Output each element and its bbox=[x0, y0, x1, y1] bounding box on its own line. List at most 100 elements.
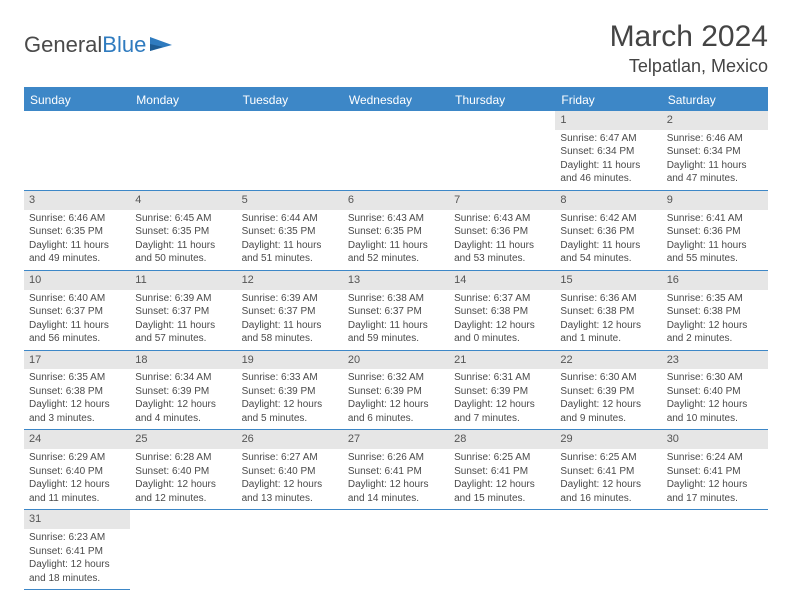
day-details: Sunrise: 6:44 AMSunset: 6:35 PMDaylight:… bbox=[237, 210, 343, 270]
calendar-day: 1Sunrise: 6:47 AMSunset: 6:34 PMDaylight… bbox=[555, 111, 661, 190]
calendar-day: 2Sunrise: 6:46 AMSunset: 6:34 PMDaylight… bbox=[662, 111, 768, 190]
sunset-line: Sunset: 6:40 PM bbox=[29, 465, 125, 479]
daylight-line: Daylight: 12 hours and 3 minutes. bbox=[29, 398, 125, 425]
daylight-line: Daylight: 11 hours and 50 minutes. bbox=[135, 239, 231, 266]
day-details: Sunrise: 6:30 AMSunset: 6:40 PMDaylight:… bbox=[662, 369, 768, 429]
calendar-day: 28Sunrise: 6:25 AMSunset: 6:41 PMDayligh… bbox=[449, 430, 555, 510]
calendar-day: 10Sunrise: 6:40 AMSunset: 6:37 PMDayligh… bbox=[24, 270, 130, 350]
daylight-line: Daylight: 12 hours and 1 minute. bbox=[560, 319, 656, 346]
calendar-day: 23Sunrise: 6:30 AMSunset: 6:40 PMDayligh… bbox=[662, 350, 768, 430]
sunset-line: Sunset: 6:41 PM bbox=[29, 545, 125, 559]
day-details: Sunrise: 6:30 AMSunset: 6:39 PMDaylight:… bbox=[555, 369, 661, 429]
day-number: 29 bbox=[555, 430, 661, 449]
sunset-line: Sunset: 6:37 PM bbox=[242, 305, 338, 319]
day-number: 30 bbox=[662, 430, 768, 449]
title-block: March 2024 Telpatlan, Mexico bbox=[610, 20, 768, 77]
day-number: 3 bbox=[24, 191, 130, 210]
day-number: 9 bbox=[662, 191, 768, 210]
sunset-line: Sunset: 6:40 PM bbox=[242, 465, 338, 479]
weekday-header: Monday bbox=[130, 88, 236, 111]
day-details: Sunrise: 6:45 AMSunset: 6:35 PMDaylight:… bbox=[130, 210, 236, 270]
sunrise-line: Sunrise: 6:25 AM bbox=[560, 451, 656, 465]
calendar-day: 13Sunrise: 6:38 AMSunset: 6:37 PMDayligh… bbox=[343, 270, 449, 350]
day-details: Sunrise: 6:41 AMSunset: 6:36 PMDaylight:… bbox=[662, 210, 768, 270]
day-number: 23 bbox=[662, 351, 768, 370]
daylight-line: Daylight: 12 hours and 15 minutes. bbox=[454, 478, 550, 505]
daylight-line: Daylight: 12 hours and 17 minutes. bbox=[667, 478, 763, 505]
daylight-line: Daylight: 12 hours and 9 minutes. bbox=[560, 398, 656, 425]
sunset-line: Sunset: 6:39 PM bbox=[560, 385, 656, 399]
sunset-line: Sunset: 6:37 PM bbox=[29, 305, 125, 319]
daylight-line: Daylight: 11 hours and 49 minutes. bbox=[29, 239, 125, 266]
day-number: 7 bbox=[449, 191, 555, 210]
calendar-day: 5Sunrise: 6:44 AMSunset: 6:35 PMDaylight… bbox=[237, 190, 343, 270]
day-details: Sunrise: 6:46 AMSunset: 6:34 PMDaylight:… bbox=[662, 130, 768, 190]
day-number: 17 bbox=[24, 351, 130, 370]
day-details: Sunrise: 6:43 AMSunset: 6:36 PMDaylight:… bbox=[449, 210, 555, 270]
day-details: Sunrise: 6:37 AMSunset: 6:38 PMDaylight:… bbox=[449, 290, 555, 350]
day-number: 24 bbox=[24, 430, 130, 449]
calendar-day: 16Sunrise: 6:35 AMSunset: 6:38 PMDayligh… bbox=[662, 270, 768, 350]
day-details: Sunrise: 6:35 AMSunset: 6:38 PMDaylight:… bbox=[662, 290, 768, 350]
sunrise-line: Sunrise: 6:27 AM bbox=[242, 451, 338, 465]
calendar-day-empty bbox=[237, 111, 343, 190]
daylight-line: Daylight: 12 hours and 4 minutes. bbox=[135, 398, 231, 425]
day-details: Sunrise: 6:39 AMSunset: 6:37 PMDaylight:… bbox=[130, 290, 236, 350]
day-details: Sunrise: 6:46 AMSunset: 6:35 PMDaylight:… bbox=[24, 210, 130, 270]
sunset-line: Sunset: 6:41 PM bbox=[667, 465, 763, 479]
sunset-line: Sunset: 6:39 PM bbox=[242, 385, 338, 399]
day-details: Sunrise: 6:39 AMSunset: 6:37 PMDaylight:… bbox=[237, 290, 343, 350]
day-details: Sunrise: 6:31 AMSunset: 6:39 PMDaylight:… bbox=[449, 369, 555, 429]
daylight-line: Daylight: 11 hours and 58 minutes. bbox=[242, 319, 338, 346]
calendar-day: 22Sunrise: 6:30 AMSunset: 6:39 PMDayligh… bbox=[555, 350, 661, 430]
weekday-header: Sunday bbox=[24, 88, 130, 111]
day-details: Sunrise: 6:25 AMSunset: 6:41 PMDaylight:… bbox=[449, 449, 555, 509]
calendar-day-empty bbox=[130, 510, 236, 590]
day-number: 21 bbox=[449, 351, 555, 370]
sunset-line: Sunset: 6:35 PM bbox=[135, 225, 231, 239]
calendar-day: 26Sunrise: 6:27 AMSunset: 6:40 PMDayligh… bbox=[237, 430, 343, 510]
day-number: 18 bbox=[130, 351, 236, 370]
sunrise-line: Sunrise: 6:38 AM bbox=[348, 292, 444, 306]
sunset-line: Sunset: 6:38 PM bbox=[560, 305, 656, 319]
calendar-day: 14Sunrise: 6:37 AMSunset: 6:38 PMDayligh… bbox=[449, 270, 555, 350]
calendar-day-empty bbox=[555, 510, 661, 590]
day-details: Sunrise: 6:29 AMSunset: 6:40 PMDaylight:… bbox=[24, 449, 130, 509]
calendar-day-empty bbox=[343, 510, 449, 590]
daylight-line: Daylight: 11 hours and 59 minutes. bbox=[348, 319, 444, 346]
sunrise-line: Sunrise: 6:24 AM bbox=[667, 451, 763, 465]
weekday-header: Tuesday bbox=[237, 88, 343, 111]
calendar-week: 10Sunrise: 6:40 AMSunset: 6:37 PMDayligh… bbox=[24, 270, 768, 350]
sunset-line: Sunset: 6:38 PM bbox=[454, 305, 550, 319]
calendar-day: 19Sunrise: 6:33 AMSunset: 6:39 PMDayligh… bbox=[237, 350, 343, 430]
sunrise-line: Sunrise: 6:39 AM bbox=[242, 292, 338, 306]
daylight-line: Daylight: 12 hours and 11 minutes. bbox=[29, 478, 125, 505]
calendar-day: 29Sunrise: 6:25 AMSunset: 6:41 PMDayligh… bbox=[555, 430, 661, 510]
sunset-line: Sunset: 6:41 PM bbox=[348, 465, 444, 479]
sunrise-line: Sunrise: 6:30 AM bbox=[560, 371, 656, 385]
weekday-header: Thursday bbox=[449, 88, 555, 111]
day-number: 13 bbox=[343, 271, 449, 290]
calendar-day: 25Sunrise: 6:28 AMSunset: 6:40 PMDayligh… bbox=[130, 430, 236, 510]
logo-flag-icon bbox=[148, 35, 176, 55]
daylight-line: Daylight: 12 hours and 7 minutes. bbox=[454, 398, 550, 425]
day-number: 15 bbox=[555, 271, 661, 290]
calendar-day: 7Sunrise: 6:43 AMSunset: 6:36 PMDaylight… bbox=[449, 190, 555, 270]
sunset-line: Sunset: 6:37 PM bbox=[348, 305, 444, 319]
sunset-line: Sunset: 6:38 PM bbox=[29, 385, 125, 399]
day-details: Sunrise: 6:27 AMSunset: 6:40 PMDaylight:… bbox=[237, 449, 343, 509]
sunset-line: Sunset: 6:38 PM bbox=[667, 305, 763, 319]
sunrise-line: Sunrise: 6:46 AM bbox=[667, 132, 763, 146]
daylight-line: Daylight: 11 hours and 55 minutes. bbox=[667, 239, 763, 266]
sunset-line: Sunset: 6:37 PM bbox=[135, 305, 231, 319]
day-details: Sunrise: 6:38 AMSunset: 6:37 PMDaylight:… bbox=[343, 290, 449, 350]
sunrise-line: Sunrise: 6:32 AM bbox=[348, 371, 444, 385]
daylight-line: Daylight: 12 hours and 13 minutes. bbox=[242, 478, 338, 505]
calendar-head: SundayMondayTuesdayWednesdayThursdayFrid… bbox=[24, 88, 768, 111]
sunrise-line: Sunrise: 6:23 AM bbox=[29, 531, 125, 545]
calendar-day: 3Sunrise: 6:46 AMSunset: 6:35 PMDaylight… bbox=[24, 190, 130, 270]
calendar-week: 1Sunrise: 6:47 AMSunset: 6:34 PMDaylight… bbox=[24, 111, 768, 190]
sunset-line: Sunset: 6:35 PM bbox=[29, 225, 125, 239]
day-details: Sunrise: 6:23 AMSunset: 6:41 PMDaylight:… bbox=[24, 529, 130, 589]
sunset-line: Sunset: 6:36 PM bbox=[560, 225, 656, 239]
